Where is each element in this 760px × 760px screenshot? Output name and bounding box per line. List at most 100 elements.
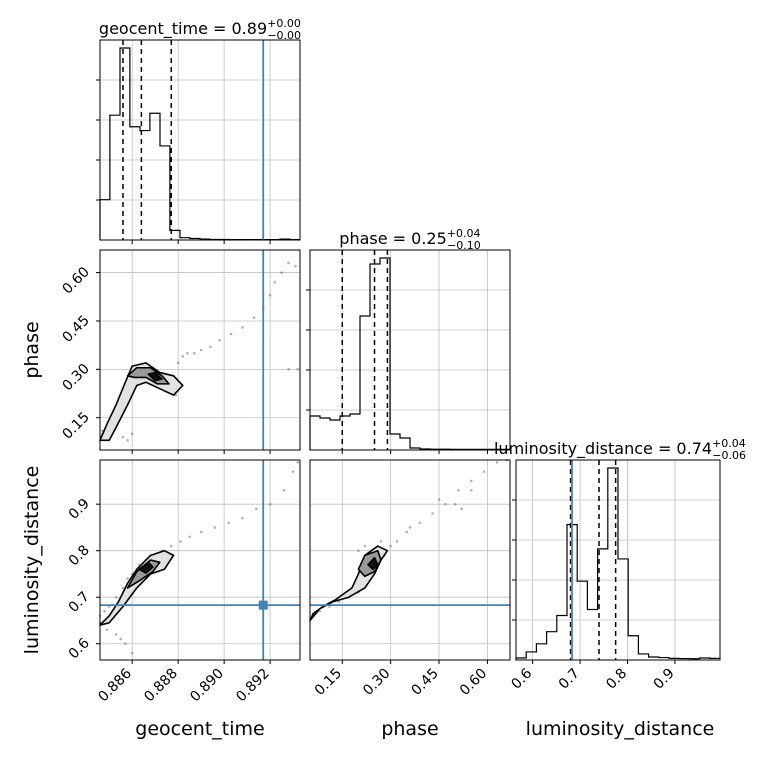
title-upper-error: +0.04	[447, 227, 481, 240]
scatter-point-luminosity_distance_vs_phase	[469, 488, 473, 492]
scatter-point-phase_vs_geocent_time	[268, 293, 272, 297]
scatter-point-phase_vs_geocent_time	[176, 361, 180, 365]
scatter-point-luminosity_distance_vs_phase	[469, 479, 473, 483]
x-axis-label-geocent_time: geocent_time	[135, 718, 264, 740]
scatter-point-luminosity_distance_vs_phase	[357, 549, 360, 552]
scatter-point-luminosity_distance_vs_geocent_time	[130, 651, 134, 655]
scatter-point-phase_vs_geocent_time	[273, 280, 277, 284]
title-upper-error: +0.04	[712, 437, 746, 450]
scatter-point-phase_vs_geocent_time	[287, 261, 290, 265]
scatter-point-luminosity_distance_vs_phase	[405, 530, 409, 534]
y-tick-label: 0.8	[66, 542, 93, 569]
scatter-point-luminosity_distance_vs_geocent_time	[114, 595, 118, 599]
hist-panel-phase-frame	[309, 249, 511, 451]
y-tick-label: 0.7	[66, 589, 93, 616]
title-lower-error: −0.06	[712, 449, 746, 462]
scatter-point-luminosity_distance_vs_geocent_time	[114, 633, 118, 636]
scatter-point-luminosity_distance_vs_geocent_time	[126, 577, 129, 580]
scatter-point-luminosity_distance_vs_phase	[418, 521, 421, 525]
x-tick-label: 0.892	[233, 666, 273, 706]
scatter-point-phase_vs_geocent_time	[294, 264, 297, 268]
hist-panel-geocent_time-frame	[99, 39, 301, 241]
scatter-point-luminosity_distance_vs_geocent_time	[227, 521, 231, 525]
y-tick-label: 0.30	[59, 361, 92, 394]
contour-luminosity_distance_vs_phase-level-3	[367, 556, 379, 571]
scatter-point-luminosity_distance_vs_geocent_time	[255, 507, 258, 511]
scatter-point-phase_vs_geocent_time	[280, 271, 283, 274]
x-tick-label: 0.15	[312, 666, 345, 699]
scatter-point-luminosity_distance_vs_geocent_time	[169, 544, 173, 548]
scatter-point-luminosity_distance_vs_phase	[395, 540, 399, 543]
panel-luminosity_distance_vs_geocent_time-frame	[99, 459, 301, 661]
scatter-point-luminosity_distance_vs_phase	[437, 498, 441, 501]
scatter-point-luminosity_distance_vs_geocent_time	[291, 470, 295, 473]
scatter-point-luminosity_distance_vs_geocent_time	[123, 642, 127, 646]
title-value: geocent_time = 0.89	[99, 19, 267, 39]
scatter-point-luminosity_distance_vs_geocent_time	[213, 526, 217, 529]
scatter-point-luminosity_distance_vs_phase	[482, 470, 486, 473]
title-lower-error: −0.10	[447, 239, 481, 252]
scatter-point-phase_vs_geocent_time	[287, 368, 290, 371]
y-tick-label: 0.9	[66, 496, 93, 523]
y-axis-label-luminosity_distance: luminosity_distance	[21, 466, 43, 655]
scatter-point-luminosity_distance_vs_geocent_time	[119, 637, 122, 641]
truth-marker	[258, 600, 268, 610]
panel-luminosity_distance_vs_phase-frame	[309, 459, 511, 661]
scatter-point-phase_vs_geocent_time	[181, 355, 185, 358]
y-tick-label: 0.15	[59, 409, 92, 442]
x-tick-label: 0.60	[457, 666, 490, 699]
contour-phase_vs_geocent_time-level-3	[147, 371, 163, 382]
x-tick-label: 0.8	[603, 666, 630, 693]
panel-phase_vs_geocent_time-frame	[99, 249, 301, 451]
scatter-point-luminosity_distance_vs_phase	[457, 488, 460, 492]
x-axis-label-phase: phase	[381, 718, 438, 740]
scatter-point-luminosity_distance_vs_phase	[379, 540, 383, 543]
scatter-point-luminosity_distance_vs_phase	[495, 461, 499, 464]
title-lower-error: −0.00	[267, 29, 301, 42]
scatter-point-phase_vs_geocent_time	[229, 332, 233, 336]
scatter-point-luminosity_distance_vs_phase	[444, 502, 447, 506]
scatter-point-luminosity_distance_vs_geocent_time	[121, 586, 125, 590]
scatter-point-phase_vs_geocent_time	[241, 326, 244, 329]
scatter-point-luminosity_distance_vs_phase	[408, 526, 412, 529]
scatter-point-phase_vs_geocent_time	[186, 351, 189, 355]
scatter-point-phase_vs_geocent_time	[218, 339, 221, 342]
scatter-point-luminosity_distance_vs_geocent_time	[188, 535, 191, 539]
title-value: luminosity_distance = 0.74	[494, 439, 712, 459]
scatter-point-phase_vs_geocent_time	[100, 429, 104, 432]
scatter-point-luminosity_distance_vs_phase	[431, 512, 434, 515]
x-tick-label: 0.9	[651, 666, 678, 693]
scatter-point-luminosity_distance_vs_phase	[337, 600, 341, 604]
scatter-point-phase_vs_geocent_time	[121, 435, 125, 439]
x-axis-label-luminosity_distance: luminosity_distance	[526, 718, 715, 740]
title-geocent_time: geocent_time = 0.89+0.00 −0.00	[99, 17, 301, 42]
y-tick-label: 0.60	[59, 264, 92, 297]
histogram-phase	[309, 257, 510, 450]
scatter-point-phase_vs_geocent_time	[126, 439, 129, 442]
x-tick-label: 0.7	[556, 666, 583, 693]
scatter-point-luminosity_distance_vs_phase	[363, 544, 367, 548]
title-upper-error: +0.00	[267, 17, 301, 30]
scatter-point-phase_vs_geocent_time	[192, 351, 196, 355]
scatter-point-luminosity_distance_vs_geocent_time	[282, 488, 286, 492]
scatter-point-phase_vs_geocent_time	[209, 345, 212, 349]
x-tick-label: 0.30	[360, 666, 393, 699]
scatter-point-luminosity_distance_vs_phase	[460, 507, 463, 511]
title-luminosity_distance: luminosity_distance = 0.74+0.04 −0.06	[494, 437, 746, 462]
scatter-point-luminosity_distance_vs_geocent_time	[179, 540, 182, 543]
scatter-point-luminosity_distance_vs_geocent_time	[105, 628, 109, 632]
x-tick-label: 0.6	[508, 665, 535, 692]
scatter-point-luminosity_distance_vs_geocent_time	[103, 609, 106, 613]
y-tick-label: 0.45	[59, 312, 92, 345]
scatter-point-luminosity_distance_vs_geocent_time	[199, 530, 203, 534]
scatter-point-luminosity_distance_vs_geocent_time	[241, 516, 244, 520]
hist-panel-luminosity_distance-frame	[515, 459, 721, 661]
scatter-point-luminosity_distance_vs_geocent_time	[268, 502, 272, 506]
x-tick-label: 0.886	[95, 665, 135, 705]
x-tick-label: 0.888	[141, 666, 181, 706]
scatter-point-luminosity_distance_vs_phase	[389, 544, 392, 548]
contour-luminosity_distance_vs_geocent_time-level-1	[99, 549, 175, 626]
scatter-point-luminosity_distance_vs_geocent_time	[296, 461, 300, 464]
scatter-point-phase_vs_geocent_time	[296, 368, 300, 371]
